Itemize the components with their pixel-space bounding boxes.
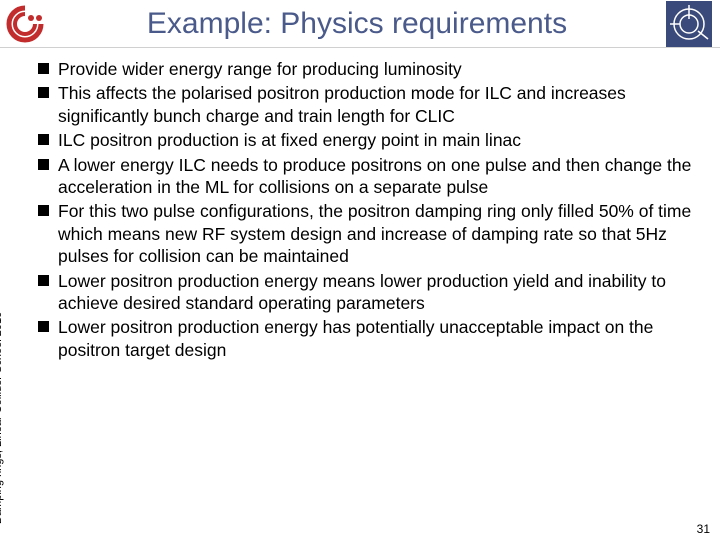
clic-logo: [0, 0, 50, 48]
bullet-item: ILC positron production is at fixed ener…: [36, 129, 704, 151]
bullet-list: Provide wider energy range for producing…: [36, 58, 704, 361]
bullet-item: For this two pulse configurations, the p…: [36, 200, 704, 267]
cern-logo: [664, 0, 714, 48]
bullet-item: This affects the polarised positron prod…: [36, 82, 704, 127]
slide-header: Example: Physics requirements: [0, 0, 720, 48]
bullet-item: A lower energy ILC needs to produce posi…: [36, 154, 704, 199]
slide-body: Provide wider energy range for producing…: [36, 58, 704, 518]
bullet-item: Lower positron production energy has pot…: [36, 316, 704, 361]
page-number: 31: [697, 522, 710, 536]
bullet-item: Provide wider energy range for producing…: [36, 58, 704, 80]
slide-title: Example: Physics requirements: [50, 3, 664, 45]
bullet-item: Lower positron production energy means l…: [36, 270, 704, 315]
sidebar-caption: Damping rings, Linear Collider School 20…: [0, 312, 4, 524]
